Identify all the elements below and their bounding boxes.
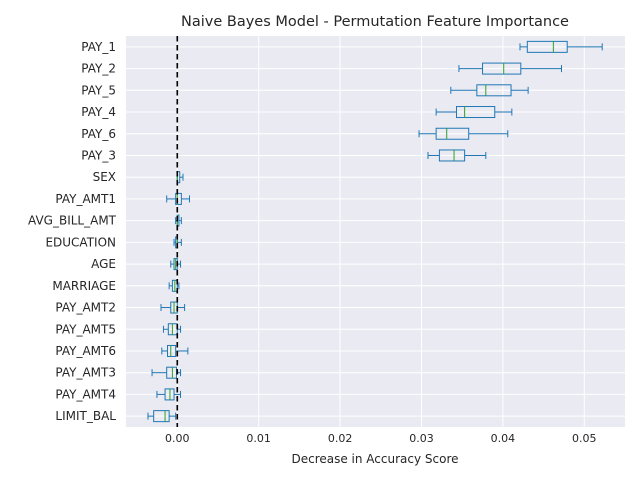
box-iqr bbox=[438, 149, 466, 162]
boxplot-pay-6 bbox=[418, 127, 509, 140]
y-tick-label: PAY_4 bbox=[81, 105, 116, 119]
y-tick-label: PAY_1 bbox=[81, 40, 116, 54]
box-iqr bbox=[455, 106, 496, 119]
x-tick-label: 0.04 bbox=[491, 432, 516, 445]
boxplot-pay-4 bbox=[435, 106, 513, 119]
y-tick-label: PAY_5 bbox=[81, 83, 116, 97]
y-tick-label: AGE bbox=[91, 257, 116, 271]
boxplot-limit-bal bbox=[147, 410, 177, 423]
y-tick-labels: PAY_1 PAY_2 PAY_5 PAY_4 PAY_6 PAY_3 SEX PAY_AMT… bbox=[28, 40, 117, 423]
x-tick-label: 0.00 bbox=[165, 432, 190, 445]
box-iqr bbox=[167, 344, 177, 357]
y-tick-label: PAY_2 bbox=[81, 62, 116, 76]
box-iqr bbox=[175, 192, 182, 205]
box-iqr bbox=[166, 366, 177, 379]
x-tick-label: 0.03 bbox=[409, 432, 434, 445]
boxplot-pay-1 bbox=[519, 40, 603, 53]
x-tick-label: 0.01 bbox=[246, 432, 271, 445]
x-axis-label: Decrease in Accuracy Score bbox=[291, 452, 458, 466]
box-iqr bbox=[153, 410, 170, 423]
y-tick-label: PAY_3 bbox=[81, 148, 116, 162]
box-iqr bbox=[526, 40, 568, 53]
y-tick-label: EDUCATION bbox=[45, 235, 116, 249]
box-iqr bbox=[476, 84, 512, 97]
y-tick-label: PAY_AMT6 bbox=[55, 344, 116, 358]
x-tick-label: 0.05 bbox=[572, 432, 597, 445]
y-tick-label: PAY_AMT5 bbox=[55, 322, 116, 336]
grid-lines bbox=[126, 36, 625, 427]
boxplot-pay-3 bbox=[427, 149, 487, 162]
boxplot-marriage bbox=[168, 279, 180, 292]
boxplot-education bbox=[173, 236, 182, 249]
y-tick-label: PAY_AMT4 bbox=[55, 387, 116, 401]
y-tick-label: AVG_BILL_AMT bbox=[28, 214, 117, 228]
box-iqr bbox=[482, 62, 522, 75]
y-tick-label: SEX bbox=[93, 170, 116, 184]
y-tick-label: PAY_AMT3 bbox=[55, 366, 116, 380]
y-tick-label: MARRIAGE bbox=[52, 279, 116, 293]
box-iqr bbox=[435, 127, 470, 140]
plot-background bbox=[126, 36, 625, 427]
y-tick-label: PAY_AMT1 bbox=[55, 192, 116, 206]
y-tick-label: PAY_AMT2 bbox=[55, 301, 116, 315]
chart-title: Naive Bayes Model - Permutation Feature … bbox=[181, 14, 569, 30]
y-tick-label: LIMIT_BAL bbox=[55, 409, 116, 423]
y-tick-label: PAY_6 bbox=[81, 127, 116, 141]
boxplot-pay-2 bbox=[458, 62, 563, 75]
boxplot-pay-amt6 bbox=[161, 344, 189, 357]
x-tick-label: 0.02 bbox=[328, 432, 353, 445]
boxplot-pay-amt4 bbox=[156, 388, 182, 401]
boxplot-pay-5 bbox=[450, 84, 529, 97]
x-tick-labels: 0.00 0.01 0.02 0.03 0.04 0.05 bbox=[165, 432, 597, 445]
